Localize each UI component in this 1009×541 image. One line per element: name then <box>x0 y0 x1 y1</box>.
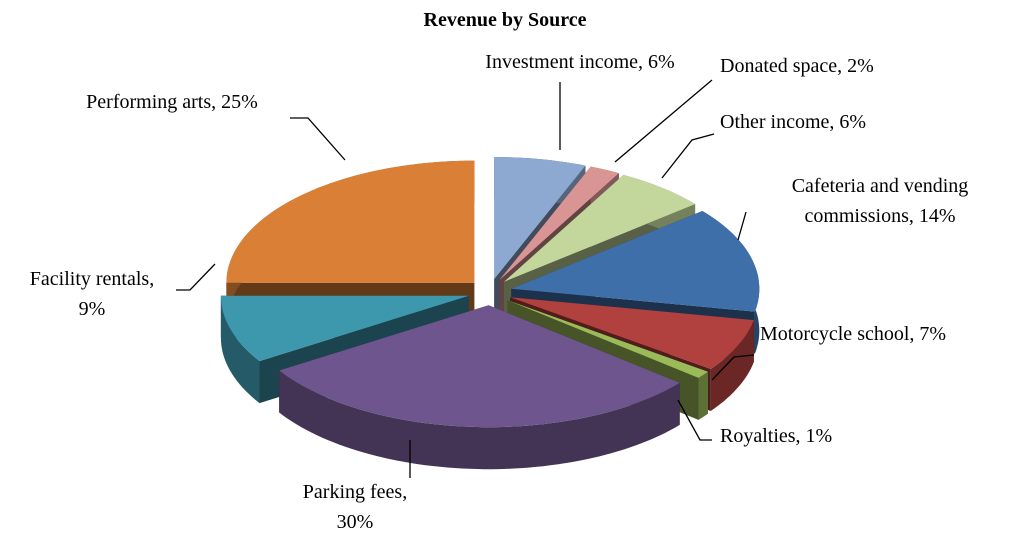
leader-line <box>290 117 346 161</box>
chart-title: Revenue by Source <box>424 9 587 31</box>
data-label: commissions, 14% <box>804 205 955 227</box>
data-label: Performing arts, 25% <box>86 91 258 113</box>
slice-side <box>220 295 260 404</box>
data-label: Other income, 6% <box>720 111 866 133</box>
slice <box>507 300 708 378</box>
slice-side <box>698 371 708 420</box>
leader-line <box>661 133 715 179</box>
slice <box>494 157 586 279</box>
data-label: Motorcycle school, 7% <box>760 323 946 345</box>
slice <box>499 166 619 281</box>
slice <box>279 305 680 428</box>
leader-line <box>614 79 713 163</box>
slice-side <box>279 370 680 470</box>
data-label: Cafeteria and vending <box>792 175 969 197</box>
data-label: 9% <box>79 298 106 320</box>
data-label: Parking fees, <box>303 481 407 503</box>
leader-line <box>176 263 216 291</box>
leader-line <box>677 399 712 441</box>
leader-line <box>711 354 755 381</box>
data-label: Investment income, 6% <box>485 51 674 73</box>
slice-group <box>279 305 680 470</box>
slice <box>504 174 696 282</box>
slice-side <box>710 320 754 411</box>
data-label: 30% <box>337 511 374 533</box>
slice <box>510 297 754 369</box>
slice <box>226 160 475 283</box>
slice <box>220 295 469 362</box>
leader-line <box>737 211 747 241</box>
data-label: Donated space, 2% <box>720 55 874 77</box>
data-label: Facility rentals, <box>30 268 154 290</box>
slice <box>511 211 760 312</box>
data-label: Royalties, 1% <box>720 425 832 447</box>
